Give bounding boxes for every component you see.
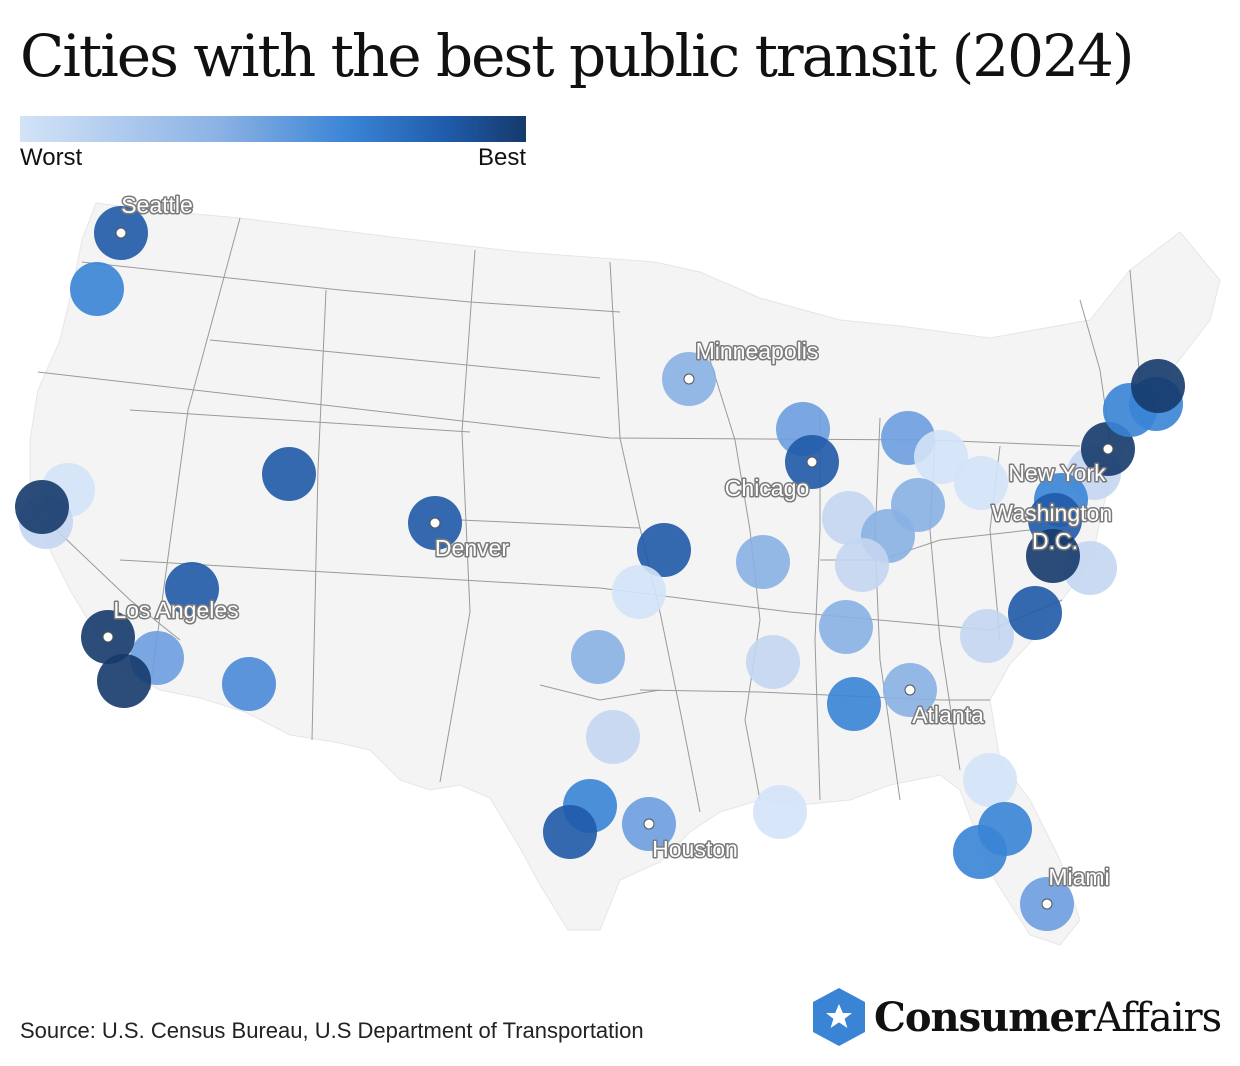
city-label-chicago: Chicago	[725, 475, 809, 501]
city-bubble	[543, 805, 597, 859]
city-label-denver: Denver	[435, 535, 509, 561]
city-label-minneapolis: Minneapolis	[696, 338, 819, 364]
city-label-washington-dc: Washington D.C.	[992, 500, 1119, 554]
city-label-seattle: Seattle	[121, 192, 193, 218]
city-label-houston: Houston	[652, 836, 738, 862]
city-label-miami: Miami	[1048, 864, 1109, 890]
city-dots	[102, 227, 1114, 910]
us-transit-map: Seattle Minneapolis Chicago New York Was…	[15, 191, 1221, 946]
city-dot-new-york	[1102, 443, 1114, 455]
brand-name: ConsumerAffairs	[874, 994, 1222, 1041]
city-label-new-york: New York	[1008, 460, 1106, 486]
city-dot-los-angeles	[102, 631, 114, 643]
city-bubble	[954, 456, 1008, 510]
city-bubble	[953, 825, 1007, 879]
legend-max-label: Best	[477, 144, 526, 171]
city-labels: Seattle Minneapolis Chicago New York Was…	[112, 191, 1119, 892]
city-bubble	[262, 447, 316, 501]
city-bubble	[736, 535, 790, 589]
city-bubble	[827, 677, 881, 731]
city-bubble	[165, 562, 219, 616]
city-bubble	[835, 538, 889, 592]
legend-min-label: Worst	[20, 144, 83, 171]
city-bubble	[15, 480, 69, 534]
city-label-atlanta: Atlanta	[912, 702, 984, 728]
city-dot-chicago	[806, 456, 818, 468]
city-dot-miami	[1041, 898, 1053, 910]
city-label-los-angeles: Los Angeles	[113, 597, 238, 623]
city-bubble	[1131, 359, 1185, 413]
color-legend-bar	[20, 116, 526, 142]
city-dot-seattle	[115, 227, 127, 239]
consumeraffairs-logo: ConsumerAffairs	[810, 986, 1230, 1048]
city-bubble	[70, 262, 124, 316]
city-dot-minneapolis	[683, 373, 695, 385]
city-dot-atlanta	[904, 684, 916, 696]
chart-title: Cities with the best public transit (202…	[20, 22, 1135, 90]
source-note: Source: U.S. Census Bureau, U.S Departme…	[20, 1018, 644, 1043]
city-dot-denver	[429, 517, 441, 529]
city-bubble	[1008, 586, 1062, 640]
city-bubble	[753, 785, 807, 839]
star-badge-icon	[813, 988, 865, 1046]
city-bubble	[222, 657, 276, 711]
city-bubble	[819, 600, 873, 654]
city-bubble	[97, 654, 151, 708]
city-bubble	[612, 565, 666, 619]
city-bubble	[637, 523, 691, 577]
city-bubble	[586, 710, 640, 764]
city-bubble	[963, 753, 1017, 807]
city-bubble	[914, 430, 968, 484]
city-dot-houston	[643, 818, 655, 830]
city-bubble	[960, 609, 1014, 663]
city-bubble	[746, 635, 800, 689]
city-bubble	[571, 630, 625, 684]
city-bubble	[1026, 529, 1080, 583]
